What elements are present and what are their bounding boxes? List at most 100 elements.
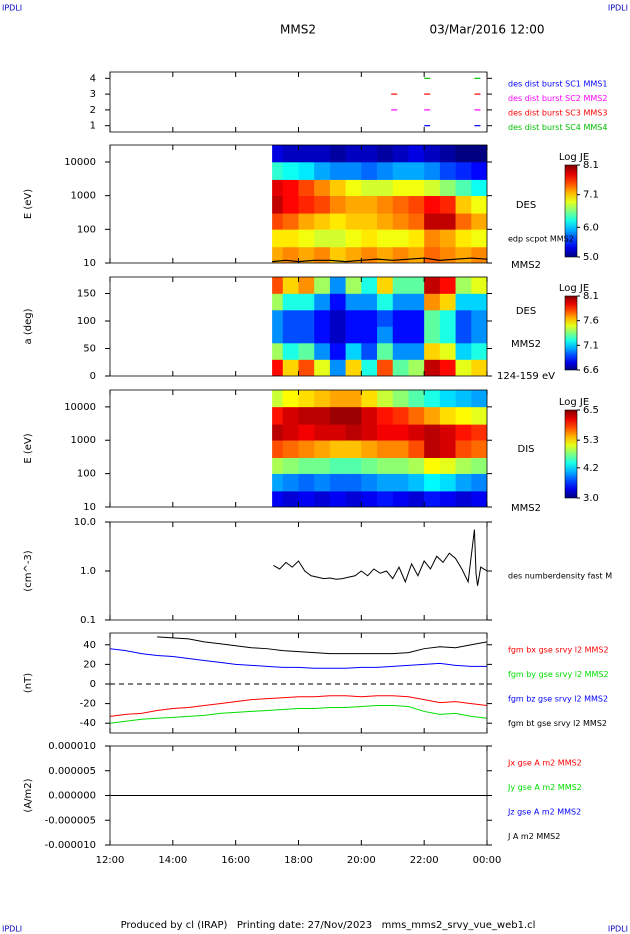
spectrogram-cell [345, 145, 362, 163]
spectrogram-cell [392, 406, 409, 425]
y-tick-label: 1.0 [80, 566, 96, 577]
spectrogram-cell [345, 310, 362, 327]
spectrogram-cell [377, 162, 394, 180]
spectrogram-cell [298, 293, 315, 311]
legend-entry: des dist burst SC2 MMS2 [508, 94, 607, 103]
spectrogram-cell [329, 440, 346, 458]
spectrogram-cell [392, 359, 409, 376]
spectrogram-cell [282, 390, 299, 408]
overlay-line [272, 257, 487, 263]
colorbar-tick-label: 4.2 [583, 463, 599, 474]
spectrogram-cell [314, 162, 331, 180]
spectrogram-cell [455, 310, 472, 327]
spectrogram-cell [272, 326, 284, 344]
spectrogram-cell [455, 145, 472, 163]
colorbar-tick-label: 6.5 [583, 405, 599, 416]
logo: IPDLI [608, 4, 628, 13]
spectrogram-cell [392, 293, 409, 311]
spectrogram-cell [329, 310, 346, 327]
spectrogram-cell [272, 229, 284, 248]
spectrogram-cell [408, 310, 425, 327]
spectrogram-cell [377, 213, 394, 230]
spectrogram-cell [471, 229, 487, 248]
spectrogram-cell [455, 457, 472, 474]
spectrogram-cell [392, 179, 409, 196]
spectrogram-cell [377, 491, 394, 507]
spectrogram-cell [377, 406, 394, 425]
data-line [157, 636, 487, 655]
colorbar-tick-label: 7.1 [583, 190, 599, 201]
data-line [110, 705, 487, 724]
spectrogram-cell [377, 246, 394, 263]
spectrogram-cell [272, 406, 284, 425]
spectrogram-cell [424, 424, 441, 441]
y-tick-label: 150 [77, 289, 96, 300]
spectrogram-cell [377, 229, 394, 248]
colorbar-title: Log JE [559, 152, 589, 163]
spectrogram-cell [471, 390, 487, 408]
spectrogram-cell [471, 179, 487, 196]
spectrogram-cell [455, 390, 472, 408]
spectrogram-cell [282, 473, 299, 492]
legend-entry: Jy gse A m2 MMS2 [507, 783, 582, 792]
spectrogram-cell [272, 179, 284, 196]
spectrogram-cell [408, 277, 425, 294]
spectrogram-cell [361, 440, 378, 458]
colorbar-tick-label: 8.1 [583, 291, 599, 302]
spectrogram-cell [392, 326, 409, 344]
spectrogram-cell [408, 343, 425, 360]
spectrogram-cell [345, 213, 362, 230]
x-tick-label: 20:00 [347, 855, 376, 866]
spectrogram-cell [282, 310, 299, 327]
spectrogram-cell [329, 179, 346, 196]
spectrogram-cell [361, 213, 378, 230]
panel-label: DES [516, 200, 536, 211]
y-axis-label: (nT) [23, 673, 34, 693]
spectrogram-cell [392, 145, 409, 163]
spectrogram-cell [439, 457, 456, 474]
plot-area [110, 636, 487, 724]
y-tick-label: 1 [90, 121, 96, 132]
y-tick-label: 4 [90, 73, 96, 84]
spectrogram-cell [471, 162, 487, 180]
spectrogram-cell [298, 491, 315, 507]
panel-label: MMS2 [511, 260, 541, 271]
spectrogram-cell [361, 424, 378, 441]
colorbar-tick-label: 5.3 [583, 435, 599, 446]
spectrogram-cell [439, 440, 456, 458]
spectrogram-cell [439, 195, 456, 214]
spectrogram-cell [298, 145, 315, 163]
spectrogram-cell [439, 162, 456, 180]
spectrogram-cell [392, 195, 409, 214]
spectrogram-cell [345, 293, 362, 311]
spectrogram-cell [345, 326, 362, 344]
spectrogram-cell [377, 310, 394, 327]
spectrogram-cell [408, 326, 425, 344]
panel-label: MMS2 [511, 503, 541, 514]
y-tick-label: 50 [83, 344, 96, 355]
spectrogram-cell [471, 293, 487, 311]
legend-entry: des dist burst SC3 MMS3 [508, 109, 607, 118]
spectrogram-cell [424, 326, 441, 344]
y-tick-label: 0.000000 [48, 791, 96, 802]
spectrogram-cell [424, 343, 441, 360]
spectrogram-cell [272, 359, 284, 376]
y-axis-label: (cm^-3) [23, 550, 34, 591]
spectrogram-cell [392, 162, 409, 180]
spectrogram-cell [455, 162, 472, 180]
spectrogram-cell [439, 145, 456, 163]
spectrogram-cell [471, 491, 487, 507]
y-tick-label: -40 [80, 718, 96, 729]
spectrogram-cell [471, 473, 487, 492]
spectrogram-cell [377, 277, 394, 294]
spectrogram-cell [345, 179, 362, 196]
plot-area [272, 145, 487, 263]
spectrogram-cell [361, 310, 378, 327]
spectrogram-cell [424, 359, 441, 376]
spectrogram-cell [345, 229, 362, 248]
spectrogram-cell [361, 457, 378, 474]
spectrogram-cell [408, 424, 425, 441]
spectrogram-cell [345, 406, 362, 425]
y-tick-label: 0 [90, 679, 96, 690]
panel-frame [109, 521, 488, 621]
